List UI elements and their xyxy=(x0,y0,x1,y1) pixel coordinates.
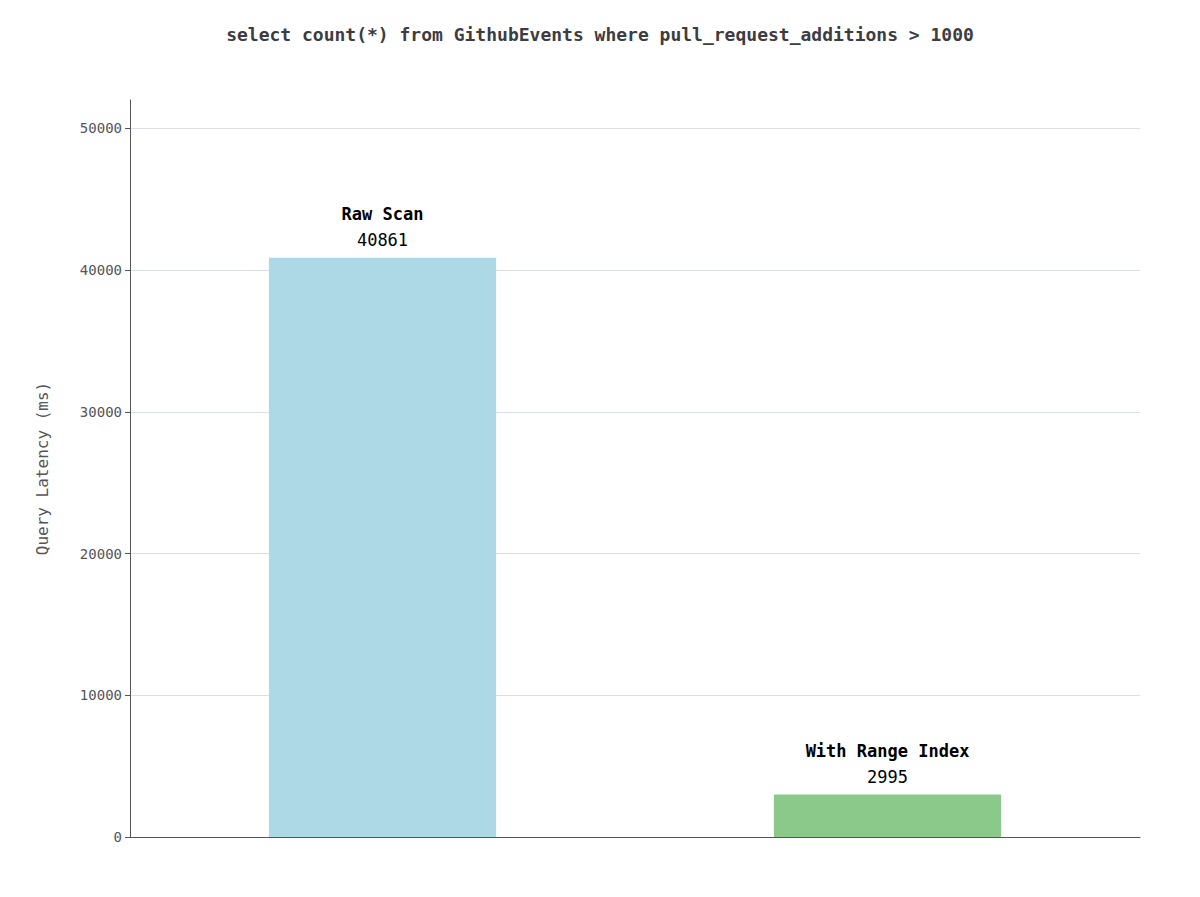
svg-text:40861: 40861 xyxy=(357,230,408,250)
svg-text:0: 0 xyxy=(114,829,122,845)
svg-text:Query Latency (ms): Query Latency (ms) xyxy=(33,382,52,555)
svg-text:40000: 40000 xyxy=(80,262,122,278)
svg-text:20000: 20000 xyxy=(80,546,122,562)
svg-text:2995: 2995 xyxy=(867,767,908,787)
svg-text:Raw Scan: Raw Scan xyxy=(342,204,424,224)
svg-text:30000: 30000 xyxy=(80,404,122,420)
svg-text:10000: 10000 xyxy=(80,687,122,703)
svg-text:50000: 50000 xyxy=(80,120,122,136)
svg-text:select count(*) from GithubEve: select count(*) from GithubEvents where … xyxy=(226,24,974,45)
svg-text:With Range Index: With Range Index xyxy=(806,741,970,761)
